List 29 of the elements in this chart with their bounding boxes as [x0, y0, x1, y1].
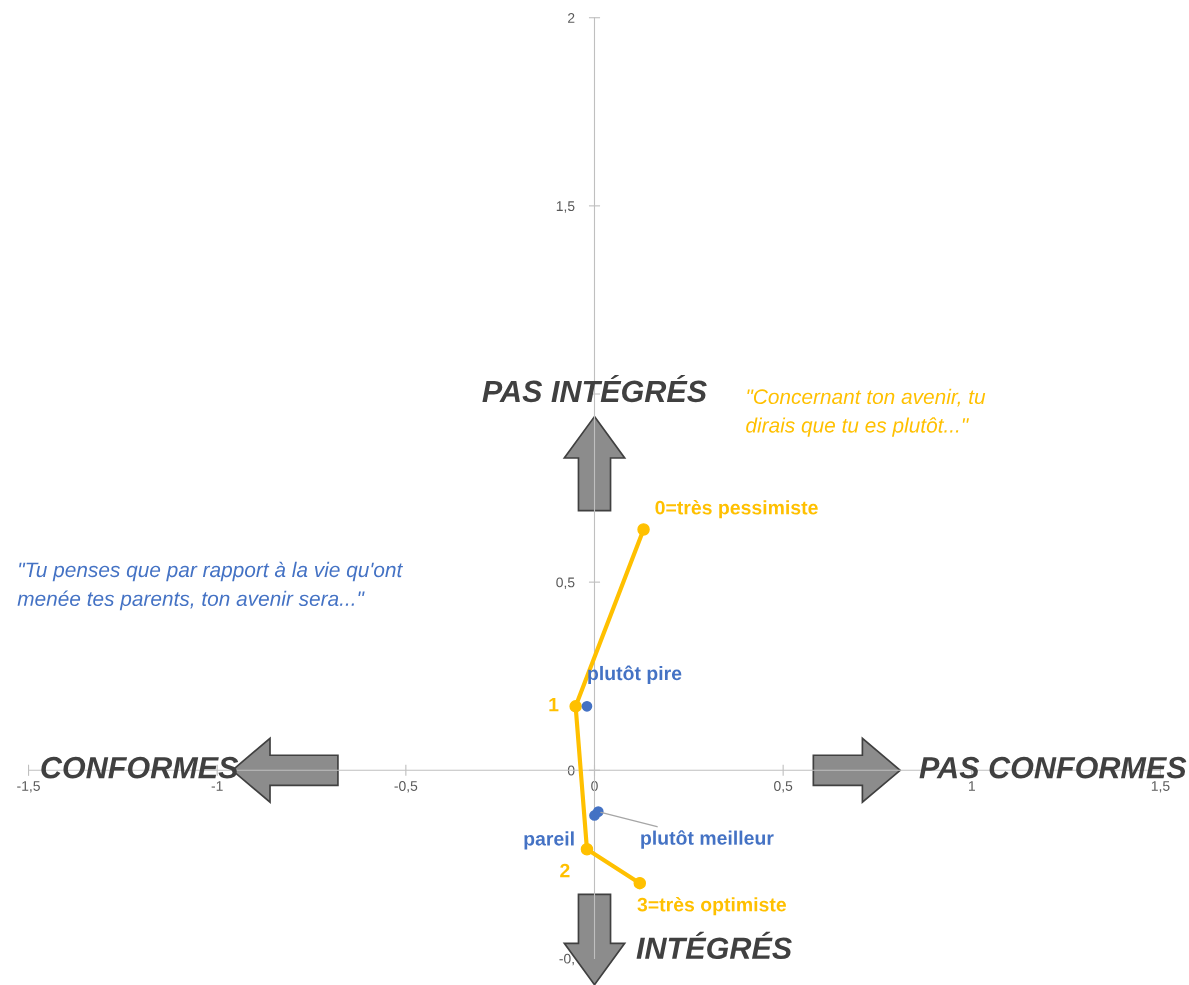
annotation: "Tu penses que par rapport à la vie qu'ont menée tes parents, ton avenir sera..." — [17, 561, 404, 611]
annotation: plutôt pire — [588, 665, 682, 685]
annotation: INTÉGRÉS — [636, 931, 792, 960]
x-tick-label: 1,5 — [1151, 781, 1170, 793]
y-tick-label: 2 — [568, 13, 575, 23]
point — [592, 806, 604, 818]
point — [569, 700, 582, 713]
point — [633, 876, 647, 890]
x-tick-label: 1 — [969, 781, 975, 791]
y-tick-label: 1,5 — [556, 201, 575, 213]
point — [637, 523, 650, 536]
y-tick-label: 0 — [567, 765, 575, 776]
y-tick-label: 0,5 — [556, 577, 575, 589]
annotation: 1 — [549, 697, 559, 712]
y-tick-label: -0, — [559, 953, 574, 966]
x-tick-label: -1 — [211, 781, 223, 791]
annotation: "Concernant ton avenir, tu dirais que tu es plutôt..." — [746, 388, 986, 437]
annotation: CONFORMES — [41, 756, 239, 779]
annotation: plutôt meilleur — [641, 830, 774, 849]
annotation: 0=très pessimiste — [655, 500, 818, 519]
x-tick-label: -1,5 — [17, 781, 40, 793]
point — [581, 700, 593, 712]
x-tick-label: -0,5 — [394, 781, 418, 793]
annotation: PAS CONFORMES — [919, 756, 1187, 779]
x-tick-label: 0,5 — [774, 781, 793, 793]
annotation: PAS INTÉGRÉS — [482, 374, 707, 403]
annotation: 3=très optimiste — [637, 897, 786, 916]
point — [580, 843, 594, 856]
annotation: pareil — [524, 831, 574, 850]
